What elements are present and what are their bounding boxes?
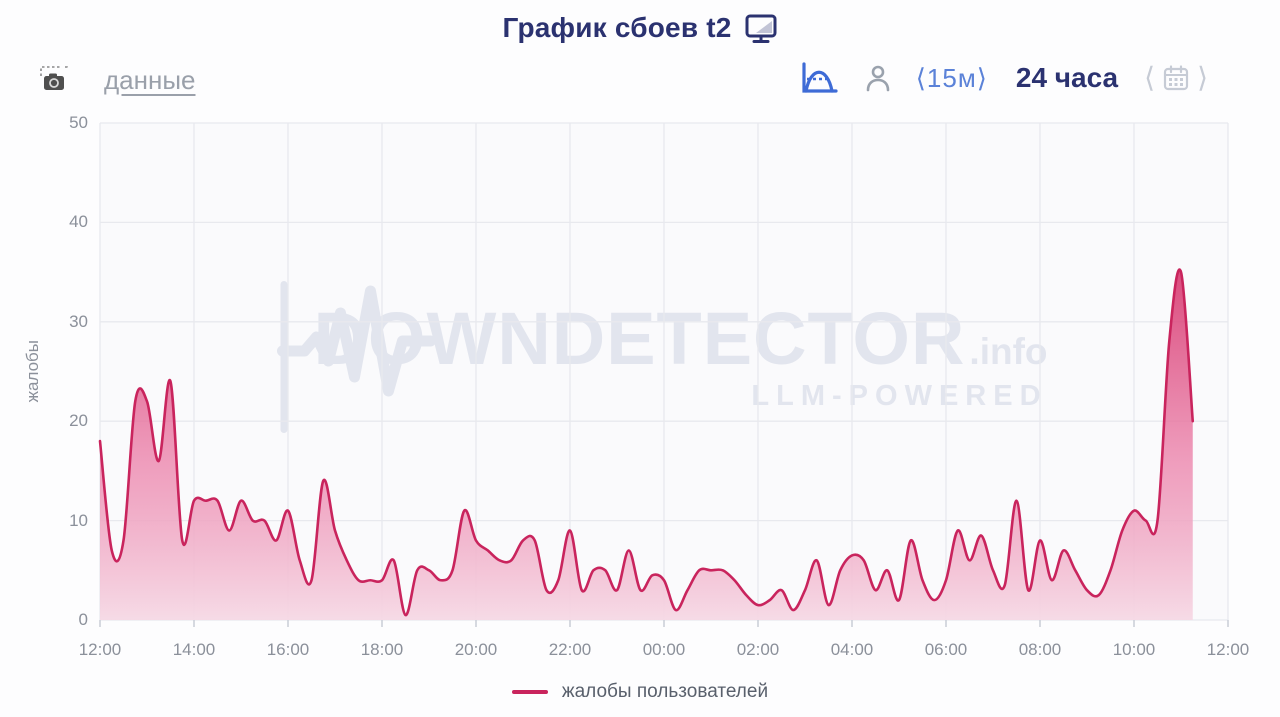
x-tick-label: 12:00 bbox=[78, 640, 122, 659]
calendar-next-button[interactable]: ⟩ bbox=[1197, 62, 1208, 93]
camera-screenshot-icon[interactable] bbox=[36, 62, 72, 98]
watermark-divider bbox=[280, 281, 288, 433]
x-tick-label: 22:00 bbox=[548, 640, 592, 659]
chart-plot-area: DOWNDETECTOR .info LLM-POWERED bbox=[98, 122, 1229, 627]
x-tick-label: 02:00 bbox=[736, 640, 780, 659]
legend-item-complaints[interactable]: жалобы пользователей bbox=[0, 681, 1280, 703]
watermark-tld: .info bbox=[969, 330, 1048, 372]
x-tick-label: 04:00 bbox=[830, 640, 874, 659]
x-tick-label: 08:00 bbox=[1018, 640, 1062, 659]
y-tick-label: 30 bbox=[69, 311, 88, 331]
y-tick-label: 20 bbox=[69, 411, 88, 431]
watermark-tagline: LLM-POWERED bbox=[751, 379, 1048, 412]
time-range-label[interactable]: 24 часа bbox=[1015, 62, 1119, 93]
toolbar-right: ⟨15м⟩ 24 часа ⟨ ⟩ bbox=[798, 60, 1208, 96]
x-tick-label: 00:00 bbox=[642, 640, 686, 659]
y-tick-label: 50 bbox=[69, 113, 88, 132]
x-tick-label: 12:00 bbox=[1206, 640, 1250, 659]
y-tick-label: 0 bbox=[78, 610, 88, 629]
person-icon[interactable] bbox=[862, 61, 894, 95]
distribution-curve-icon[interactable] bbox=[798, 60, 840, 96]
x-tick-label: 14:00 bbox=[172, 640, 216, 659]
data-link[interactable]: данные bbox=[104, 64, 196, 95]
heartbeat-icon bbox=[276, 285, 436, 397]
calendar-nav: ⟨ ⟩ bbox=[1144, 63, 1208, 93]
x-tick-label: 20:00 bbox=[454, 640, 498, 659]
x-tick-label: 10:00 bbox=[1112, 640, 1156, 659]
x-tick-label: 18:00 bbox=[360, 640, 404, 659]
y-axis-title: жалобы bbox=[23, 340, 42, 403]
chart-canvas bbox=[98, 122, 1229, 627]
calendar-prev-button[interactable]: ⟨ bbox=[1144, 62, 1156, 93]
y-tick-label: 10 bbox=[69, 510, 88, 530]
title-row: График сбоев t2 bbox=[0, 12, 1280, 44]
y-axis-title-wrap: жалобы bbox=[20, 123, 46, 620]
page-title: График сбоев t2 bbox=[502, 12, 732, 43]
toolbar-left: данные bbox=[36, 62, 196, 98]
legend-label: жалобы пользователей bbox=[561, 681, 769, 702]
interval-selector[interactable]: ⟨15м⟩ bbox=[915, 62, 988, 93]
y-tick-label: 40 bbox=[69, 212, 88, 232]
calendar-icon[interactable] bbox=[1161, 63, 1191, 93]
x-tick-label: 06:00 bbox=[924, 640, 968, 659]
monitor-icon bbox=[745, 14, 777, 43]
x-tick-label: 16:00 bbox=[266, 640, 310, 659]
watermark: DOWNDETECTOR .info LLM-POWERED bbox=[276, 281, 1048, 433]
legend-line-swatch bbox=[511, 690, 548, 694]
